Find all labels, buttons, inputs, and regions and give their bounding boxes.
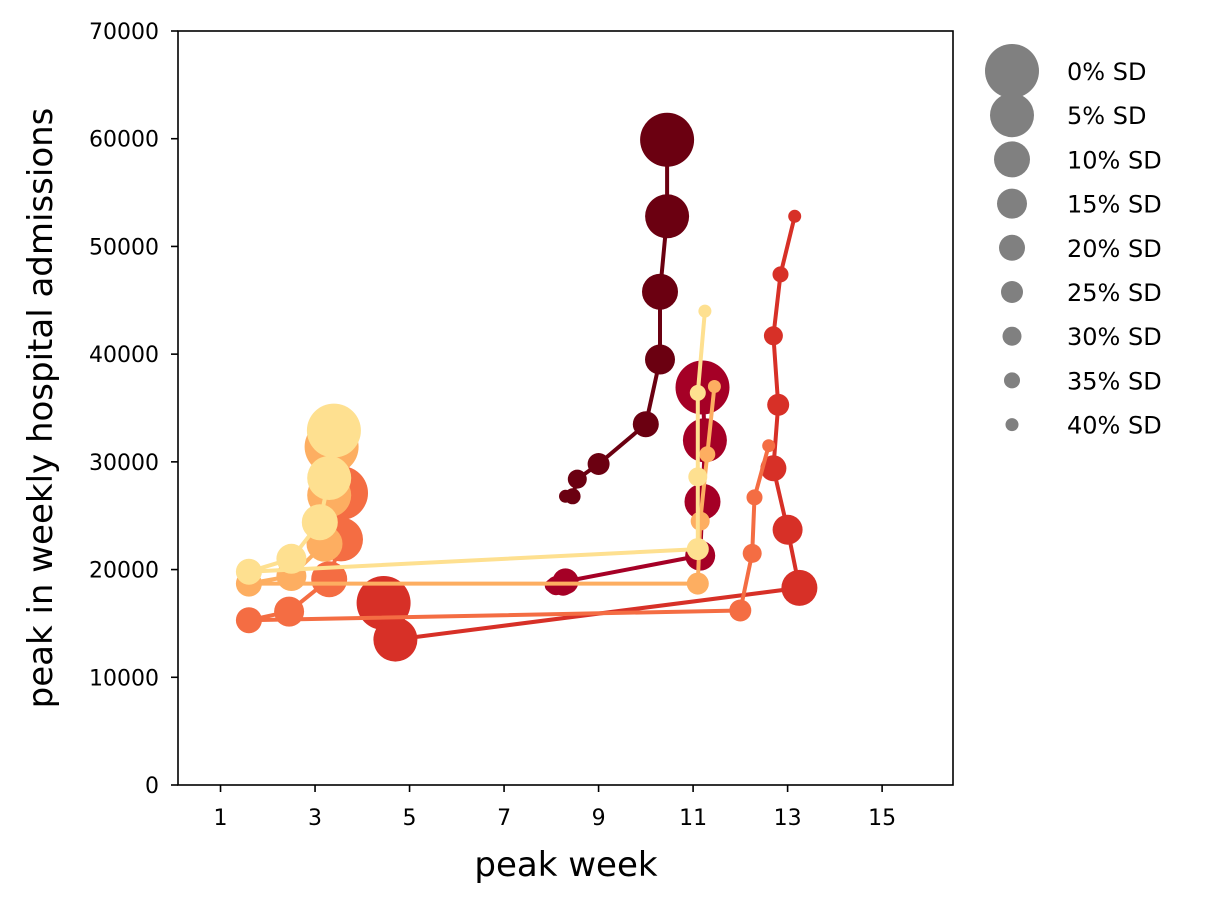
legend-item: 10% SD — [994, 141, 1162, 178]
legend-item: 5% SD — [990, 93, 1146, 138]
data-point — [682, 418, 727, 463]
data-point — [742, 543, 762, 563]
data-point — [301, 504, 338, 541]
x-tick-label: 1 — [214, 806, 228, 831]
data-point — [772, 266, 789, 283]
legend-item: 20% SD — [999, 235, 1162, 263]
x-tick-label: 15 — [868, 806, 896, 831]
legend-label: 15% SD — [1067, 191, 1162, 219]
legend-label: 20% SD — [1067, 235, 1162, 263]
legend-item: 35% SD — [1004, 367, 1162, 395]
data-point — [772, 514, 803, 545]
legend-item: 40% SD — [1005, 412, 1162, 440]
x-tick-label: 11 — [679, 806, 707, 831]
legend-marker — [994, 141, 1030, 178]
x-tick-label: 3 — [308, 806, 322, 831]
data-point — [632, 411, 659, 438]
legend-label: 35% SD — [1067, 367, 1162, 395]
data-point — [688, 467, 708, 487]
data-point — [567, 469, 587, 489]
data-point — [235, 607, 262, 634]
y-tick-label: 70000 — [89, 20, 159, 45]
data-point — [767, 393, 790, 416]
x-tick-label: 7 — [497, 806, 511, 831]
legend-item: 0% SD — [985, 44, 1146, 98]
y-tick-label: 20000 — [89, 559, 159, 584]
plot-area — [235, 112, 818, 662]
data-point — [781, 569, 818, 606]
data-point — [729, 599, 752, 622]
data-point — [645, 194, 690, 239]
legend-label: 25% SD — [1067, 279, 1162, 307]
legend-item: 25% SD — [1001, 279, 1162, 307]
x-tick-label: 13 — [774, 806, 802, 831]
data-point — [235, 558, 262, 585]
y-tick-label: 10000 — [89, 666, 159, 691]
data-point — [373, 617, 418, 662]
data-point — [689, 384, 706, 401]
data-point — [707, 380, 721, 393]
y-tick-label: 40000 — [89, 343, 159, 368]
legend-marker — [1005, 418, 1019, 432]
plot-frame — [177, 30, 954, 786]
data-point — [307, 456, 352, 500]
y-tick-label: 0 — [145, 774, 159, 799]
data-point — [306, 403, 361, 458]
legend-marker — [997, 188, 1027, 219]
data-point — [274, 596, 305, 627]
legend-marker — [999, 234, 1025, 261]
data-point — [311, 561, 348, 598]
data-point — [763, 326, 783, 346]
legend-marker — [1004, 372, 1020, 389]
x-axis: 1 3 5 7 9 11 13 15 — [214, 785, 896, 831]
y-axis-title: peak in weekly hospital admissions — [21, 108, 61, 709]
y-tick-label: 30000 — [89, 451, 159, 476]
data-point — [788, 209, 802, 223]
legend-label: 0% SD — [1067, 58, 1146, 86]
series-6 — [235, 304, 712, 585]
legend-label: 5% SD — [1067, 102, 1146, 130]
legend-marker — [1001, 281, 1023, 303]
data-point — [746, 489, 763, 506]
y-tick-label: 60000 — [89, 128, 159, 153]
series-1 — [559, 112, 695, 505]
data-point — [276, 543, 307, 574]
data-point — [686, 572, 709, 595]
legend-marker — [1002, 326, 1022, 346]
data-point — [587, 453, 610, 475]
legend-marker — [985, 44, 1039, 98]
data-point — [640, 112, 695, 167]
legend-item: 30% SD — [1002, 323, 1162, 351]
x-axis-title: peak week — [474, 845, 657, 885]
y-axis: 0 10000 20000 30000 40000 50000 60000 70000 — [89, 20, 178, 799]
legend-label: 30% SD — [1067, 323, 1162, 351]
data-point — [760, 455, 787, 482]
data-point — [690, 511, 710, 531]
x-tick-label: 9 — [592, 806, 606, 831]
legend-marker — [990, 93, 1034, 138]
data-point — [686, 538, 709, 561]
series-3 — [356, 209, 818, 662]
data-point — [698, 304, 712, 318]
legend-label: 10% SD — [1067, 146, 1162, 174]
data-point — [642, 273, 678, 310]
legend: 0% SD 5% SD 10% SD 15% SD 20% SD 25% SD 30% SD… — [985, 44, 1162, 440]
data-point — [544, 579, 558, 593]
legend-item: 15% SD — [997, 188, 1162, 219]
data-point — [559, 489, 572, 503]
y-tick-label: 50000 — [89, 235, 159, 260]
data-point — [699, 446, 716, 463]
series-1-line — [565, 139, 670, 499]
data-point — [762, 439, 776, 453]
data-point — [645, 344, 675, 375]
x-tick-label: 5 — [403, 806, 417, 831]
legend-label: 40% SD — [1067, 412, 1162, 440]
